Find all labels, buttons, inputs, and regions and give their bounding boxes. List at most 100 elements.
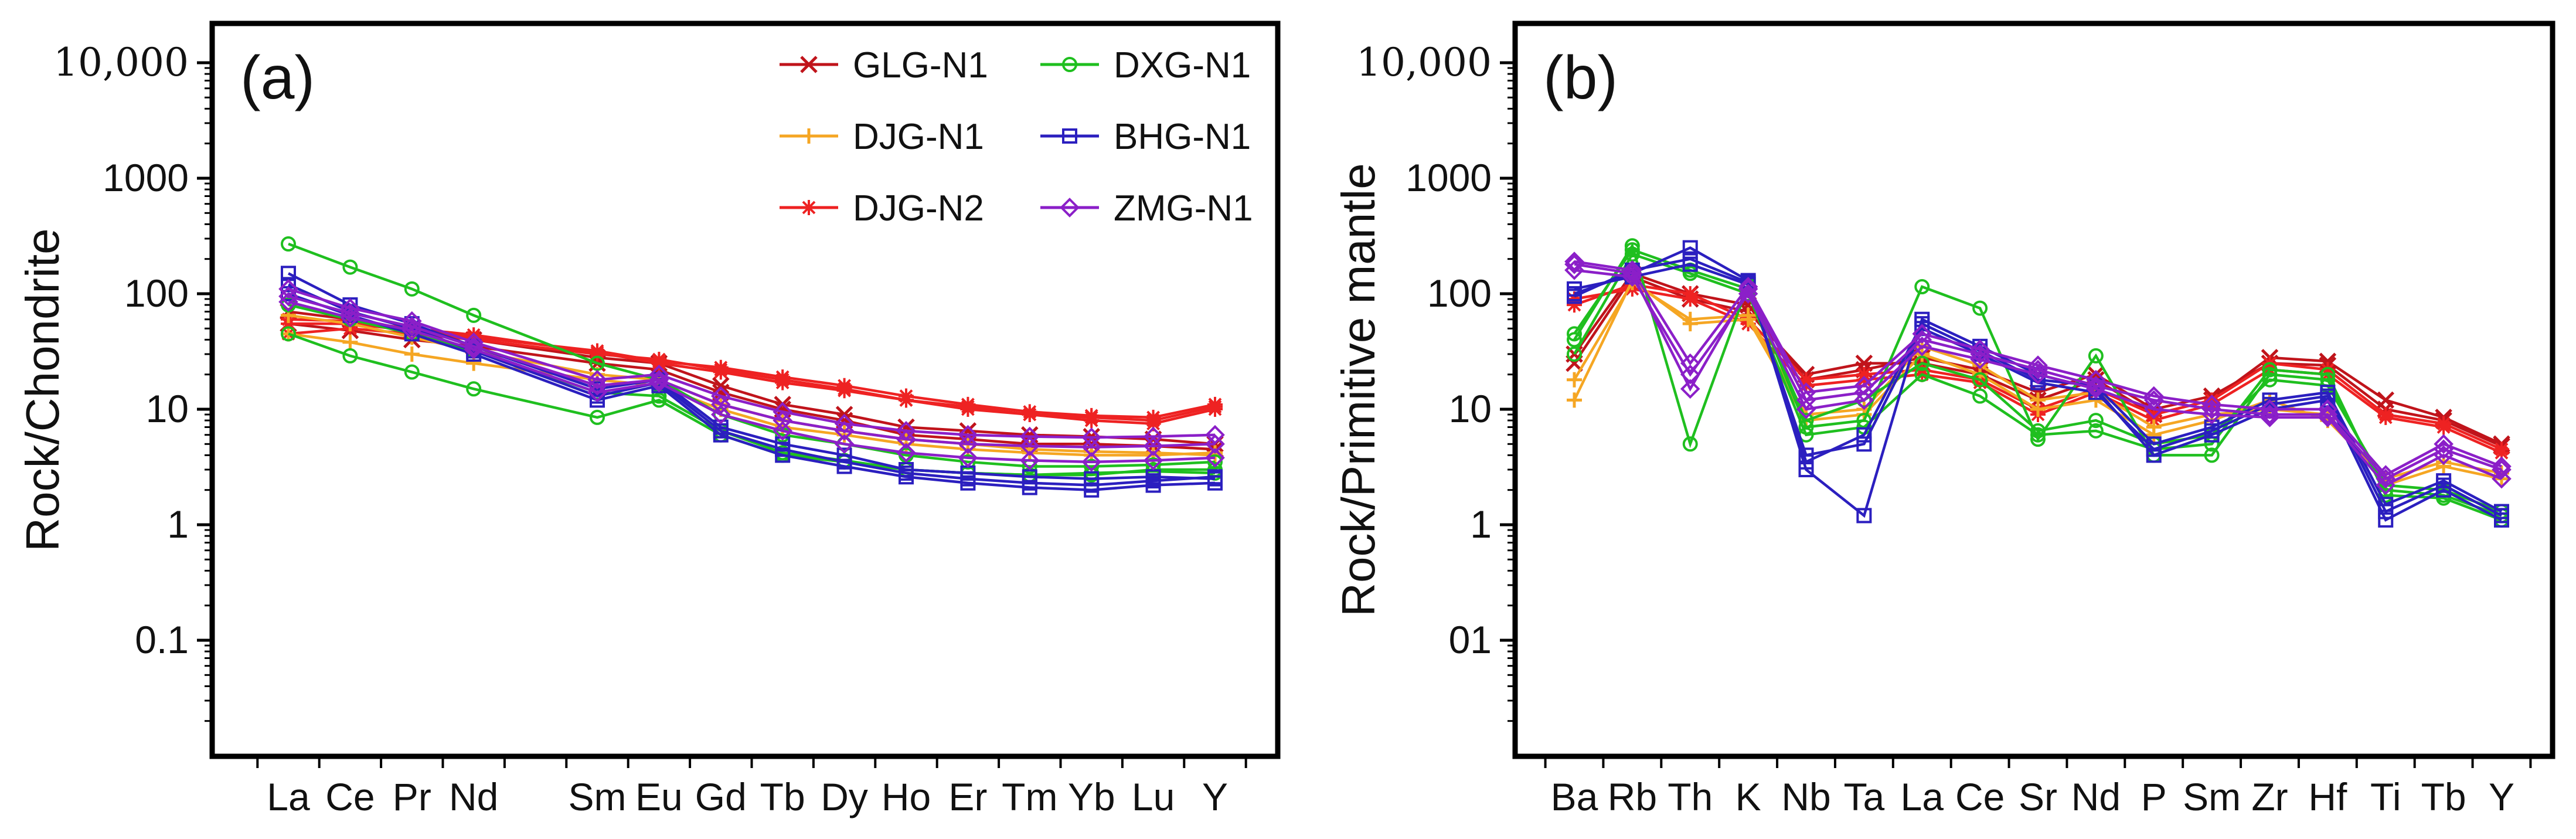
series-b-12 bbox=[1564, 254, 2512, 489]
data-point-a-14-13 bbox=[1143, 436, 1163, 456]
data-point-b-13-6 bbox=[1912, 336, 1932, 356]
y-tick-label-b-5: 01 bbox=[1449, 618, 1492, 661]
series-a-14 bbox=[278, 286, 1225, 457]
data-point-b-5-0 bbox=[1567, 372, 1582, 388]
series-line-a-14 bbox=[288, 295, 1216, 449]
data-point-b-9-5 bbox=[1856, 508, 1872, 524]
data-point-b-8-6 bbox=[1914, 355, 1930, 371]
series-a-12 bbox=[281, 277, 1223, 493]
data-point-b-13-12 bbox=[2259, 407, 2280, 427]
x-tick-label-a-Eu: Eu bbox=[635, 775, 683, 818]
data-point-a-4-11 bbox=[1022, 407, 1037, 423]
data-point-b-6-7 bbox=[1972, 300, 1988, 316]
data-point-b-11-5 bbox=[1856, 427, 1872, 443]
data-point-a-15-5 bbox=[649, 372, 669, 393]
legend-marker-BHG-N1 bbox=[1062, 128, 1077, 144]
legend-item-GLG-N1: GLG-N1 bbox=[780, 45, 988, 86]
legend-marker-ZMG-N1 bbox=[1060, 198, 1080, 218]
data-point-a-12-11 bbox=[1022, 475, 1037, 491]
data-point-b-14-4 bbox=[1796, 382, 1816, 403]
x-tick-label-a-Y: Y bbox=[1202, 775, 1228, 818]
data-point-a-14-2 bbox=[401, 317, 422, 337]
plot-frame-a bbox=[209, 21, 1281, 759]
data-point-a-15-9 bbox=[896, 443, 916, 463]
data-point-a-15-7 bbox=[773, 421, 793, 441]
data-point-b-4-0 bbox=[1567, 392, 1582, 408]
data-point-b-3-15 bbox=[2436, 419, 2452, 435]
data-point-a-15-8 bbox=[834, 434, 855, 454]
legend-label-ZMG-N1: ZMG-N1 bbox=[1114, 188, 1253, 229]
data-point-a-15-13 bbox=[1143, 450, 1163, 471]
x-tick-label-b-K: K bbox=[1736, 775, 1761, 818]
series-b-11 bbox=[1567, 251, 2509, 519]
data-point-b-6-2 bbox=[1682, 436, 1698, 452]
data-point-a-4-9 bbox=[899, 392, 914, 408]
x-tick-label-a-Lu: Lu bbox=[1132, 775, 1175, 818]
data-point-b-11-11 bbox=[2204, 419, 2220, 435]
panel-a: 10,000 1000 100 10 1 0.1 La Ce Pr Nd Sm Eu Gd Tb Dy Ho E… bbox=[16, 21, 1281, 818]
data-point-b-14-13 bbox=[2318, 399, 2338, 419]
data-point-b-3-14 bbox=[2378, 409, 2394, 425]
data-point-b-8-12 bbox=[2262, 372, 2278, 388]
data-point-a-13-12 bbox=[1081, 427, 1102, 447]
legend-label-DJG-N1: DJG-N1 bbox=[853, 117, 984, 157]
data-point-a-14-6 bbox=[710, 395, 731, 415]
data-point-b-7-6 bbox=[1914, 366, 1930, 382]
legend-item-BHG-N1: BHG-N1 bbox=[1040, 117, 1251, 157]
data-point-a-13-4 bbox=[587, 369, 607, 390]
data-point-b-5-15 bbox=[2436, 458, 2452, 474]
data-point-b-9-2 bbox=[1682, 240, 1698, 256]
y-tick-label-b-3: 10 bbox=[1449, 387, 1492, 430]
x-tick-label-b-Rb: Rb bbox=[1608, 775, 1657, 818]
y-tick-label-b-2: 100 bbox=[1427, 271, 1492, 315]
data-point-b-12-3 bbox=[1738, 279, 1758, 299]
series-line-a-15 bbox=[288, 300, 1216, 464]
data-point-b-14-6 bbox=[1912, 324, 1932, 344]
series-a-11 bbox=[281, 286, 1223, 498]
data-point-b-6-9 bbox=[2088, 348, 2104, 364]
data-point-b-3-16 bbox=[2494, 445, 2509, 461]
data-point-a-7-0 bbox=[281, 236, 296, 252]
data-point-b-11-16 bbox=[2494, 504, 2509, 519]
x-tick-label-b-La: La bbox=[1901, 775, 1944, 818]
x-tick-label-a-Sm: Sm bbox=[569, 775, 627, 818]
y-tick-label-a-3: 10 bbox=[146, 387, 189, 430]
data-point-a-4-4 bbox=[590, 345, 605, 361]
legend-label-GLG-N1: GLG-N1 bbox=[853, 45, 988, 86]
x-tick-label-b-Tb: Tb bbox=[2421, 775, 2466, 818]
data-point-b-12-2 bbox=[1680, 379, 1700, 399]
panel-label-b: (b) bbox=[1543, 44, 1618, 112]
data-point-a-15-10 bbox=[958, 447, 978, 468]
series-a-15 bbox=[278, 292, 1225, 472]
data-point-b-11-14 bbox=[2378, 497, 2394, 512]
legend-label-DJG-N2: DJG-N2 bbox=[853, 188, 984, 229]
legend: GLG-N1 DXG-N1 DJG-N1 BHG-N1 DJG-N2 ZMG-N1 bbox=[780, 45, 1253, 229]
data-point-a-8-0 bbox=[281, 326, 296, 342]
y-axis-label-b: Rock/Primitive mantle bbox=[1332, 163, 1384, 617]
legend-marker-DJG-N1 bbox=[801, 128, 816, 144]
legend-item-ZMG-N1: ZMG-N1 bbox=[1040, 188, 1253, 229]
data-point-a-1-6 bbox=[712, 377, 730, 395]
data-point-a-14-10 bbox=[958, 434, 978, 454]
data-point-a-5-0 bbox=[281, 326, 296, 342]
data-point-a-14-3 bbox=[464, 336, 484, 356]
data-point-a-15-11 bbox=[1019, 450, 1040, 471]
data-point-b-9-14 bbox=[2378, 512, 2394, 528]
data-point-a-4-14 bbox=[1207, 402, 1223, 417]
data-point-b-11-13 bbox=[2320, 385, 2336, 400]
data-point-a-14-9 bbox=[896, 429, 916, 449]
data-point-b-13-9 bbox=[2086, 379, 2106, 399]
series-line-a-0 bbox=[288, 322, 1216, 451]
series-line-b-8 bbox=[1573, 248, 2502, 513]
data-point-a-15-1 bbox=[340, 308, 360, 328]
data-point-b-8-1 bbox=[1624, 242, 1640, 258]
data-point-b-14-14 bbox=[2376, 465, 2396, 485]
data-point-a-14-4 bbox=[587, 375, 607, 396]
x-tick-label-a-Ho: Ho bbox=[882, 775, 931, 818]
series-line-b-14 bbox=[1574, 260, 2502, 477]
data-point-b-14-8 bbox=[2028, 355, 2048, 375]
panel-b: 10,000 1000 100 10 1 01 Ba Rb Th K Nb Ta La Ce Sr Nd P Sm… bbox=[1332, 21, 2555, 818]
data-point-b-7-0 bbox=[1567, 347, 1582, 362]
x-tick-label-b-Sm: Sm bbox=[2183, 775, 2241, 818]
legend-item-DXG-N1: DXG-N1 bbox=[1040, 45, 1251, 86]
